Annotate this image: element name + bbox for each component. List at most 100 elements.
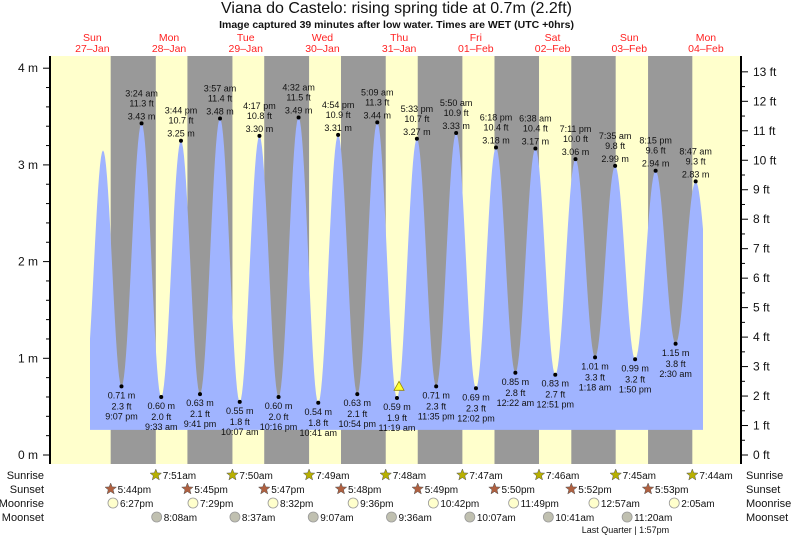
high-tide-time: 8:47 am: [679, 146, 712, 156]
high-tide-meters: 3.43 m: [128, 111, 156, 121]
high-tide-feet: 10.9 ft: [326, 110, 352, 120]
low-tide-meters: 0.63 m: [186, 398, 214, 408]
sunset-time: 5:47pm: [271, 485, 304, 496]
moonset-time: 10:41am: [555, 513, 594, 524]
high-tide-time: 3:57 am: [204, 83, 237, 93]
high-tide-feet: 11.3 ft: [129, 98, 154, 108]
low-tide-time: 1:50 pm: [619, 384, 652, 394]
high-tide-feet: 9.3 ft: [686, 156, 707, 166]
sunset-star-icon: [488, 482, 501, 495]
moonset-time: 9:07am: [320, 513, 353, 524]
sunrise-time: 7:47am: [469, 471, 502, 482]
sunset-time: 5:48pm: [348, 485, 381, 496]
date-label: 02–Feb: [535, 43, 571, 55]
high-tide-meters: 3.18 m: [482, 135, 510, 145]
moonset-moon-icon: [229, 511, 241, 523]
tide-area: [90, 117, 703, 430]
high-tide-meters: 3.48 m: [206, 106, 234, 116]
moonrise-moon-icon: [427, 497, 439, 509]
right-axis-tick-label: 4 ft: [753, 330, 770, 344]
low-tide-feet: 2.0 ft: [269, 412, 290, 422]
low-tide-feet: 1.9 ft: [387, 413, 408, 423]
left-axis-tick-label: 1 m: [18, 351, 38, 365]
high-tide-meters: 3.33 m: [442, 121, 470, 131]
high-tide-point: [178, 138, 183, 143]
low-tide-point: [513, 370, 518, 375]
low-tide-time: 9:07 pm: [105, 411, 138, 421]
moonrise-moon-icon: [347, 497, 359, 509]
moonset-row-label: Moonset: [2, 512, 44, 524]
high-tide-time: 3:24 am: [125, 88, 158, 98]
sunrise-time: 7:48am: [393, 471, 426, 482]
right-axis-tick-label: 13 ft: [753, 65, 777, 79]
moonrise-moon-icon: [187, 497, 199, 509]
sunrise-time: 7:46am: [546, 471, 579, 482]
right-axis-tick-label: 8 ft: [753, 212, 770, 226]
low-tide-meters: 0.83 m: [542, 379, 570, 389]
low-tide-feet: 2.3 ft: [466, 403, 487, 413]
date-label: 29–Jan: [229, 43, 264, 55]
date-label: 27–Jan: [75, 43, 110, 55]
chart-subtitle: Image captured 39 minutes after low wate…: [219, 19, 574, 31]
sunset-time: 5:53pm: [655, 485, 688, 496]
high-tide-meters: 2.94 m: [642, 159, 670, 169]
day-label: Sun: [620, 32, 639, 44]
right-axis-tick-label: 0 ft: [753, 448, 770, 462]
sunrise-star-icon: [532, 468, 546, 481]
high-tide-time: 6:38 am: [519, 113, 552, 123]
low-tide-meters: 0.99 m: [621, 363, 649, 373]
sunset-star-icon: [181, 482, 194, 495]
high-tide-feet: 10.8 ft: [247, 111, 273, 121]
sunset-star-icon: [334, 482, 348, 495]
left-axis-tick-label: 0 m: [18, 448, 38, 462]
right-axis-tick-label: 6 ft: [753, 271, 770, 285]
low-tide-feet: 2.0 ft: [151, 412, 172, 422]
low-tide-time: 1:18 am: [579, 382, 612, 392]
high-tide-meters: 3.17 m: [522, 136, 550, 146]
high-tide-time: 6:18 pm: [480, 112, 513, 122]
low-tide-meters: 0.63 m: [344, 398, 372, 408]
moonrise-time: 9:36pm: [360, 499, 393, 510]
low-tide-point: [197, 392, 202, 397]
low-tide-point: [159, 394, 164, 399]
low-tide-time: 11:35 pm: [418, 411, 455, 421]
high-tide-time: 5:33 pm: [401, 104, 434, 114]
moonrise-row-label: Moonrise: [746, 498, 791, 510]
high-tide-point: [257, 133, 262, 138]
low-tide-feet: 2.7 ft: [545, 390, 566, 400]
high-tide-feet: 10.0 ft: [563, 134, 589, 144]
moonrise-moon-icon: [267, 497, 279, 509]
sunset-row-label: Sunset: [10, 484, 44, 496]
current-tide-marker-icon: [393, 380, 405, 391]
high-tide-time: 5:50 am: [440, 98, 473, 108]
low-tide-time: 9:41 pm: [184, 419, 217, 429]
high-tide-feet: 11.4 ft: [208, 93, 233, 103]
low-tide-meters: 0.85 m: [502, 377, 530, 387]
sunrise-star-icon: [609, 468, 623, 481]
chart-title: Viana do Castelo: rising spring tide at …: [221, 0, 572, 17]
left-axis-tick-label: 2 m: [18, 255, 38, 269]
sunrise-time: 7:51am: [163, 471, 196, 482]
low-tide-point: [633, 357, 638, 362]
day-label: Thu: [390, 32, 408, 44]
high-tide-time: 5:09 am: [361, 87, 394, 97]
low-tide-feet: 2.3 ft: [111, 401, 132, 411]
high-tide-meters: 3.31 m: [324, 123, 352, 133]
moonset-time: 9:36am: [398, 513, 431, 524]
moonset-row-label: Moonset: [746, 512, 788, 524]
date-label: 04–Feb: [688, 43, 724, 55]
high-tide-meters: 3.49 m: [285, 106, 313, 116]
high-tide-point: [139, 121, 144, 126]
low-tide-meters: 0.54 m: [304, 407, 332, 417]
low-tide-feet: 1.8 ft: [230, 417, 251, 427]
sunset-row-label: Sunset: [746, 484, 780, 496]
left-axis-tick-label: 3 m: [18, 158, 38, 172]
moonrise-time: 10:42pm: [440, 499, 479, 510]
moonrise-moon-icon: [668, 497, 680, 509]
date-label: 01–Feb: [458, 43, 494, 55]
low-tide-point: [237, 399, 242, 404]
right-axis-tick-label: 1 ft: [753, 419, 770, 433]
moonset-moon-icon: [621, 511, 633, 523]
high-tide-meters: 3.25 m: [167, 129, 195, 139]
date-label: 03–Feb: [611, 43, 647, 55]
